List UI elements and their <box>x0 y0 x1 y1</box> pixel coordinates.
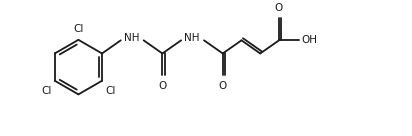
Text: OH: OH <box>301 35 317 45</box>
Text: Cl: Cl <box>41 86 52 96</box>
Text: NH: NH <box>184 33 200 43</box>
Text: O: O <box>275 3 283 13</box>
Text: O: O <box>219 81 227 91</box>
Text: NH: NH <box>124 33 139 43</box>
Text: O: O <box>158 81 166 91</box>
Text: Cl: Cl <box>105 86 115 96</box>
Text: Cl: Cl <box>73 24 84 34</box>
